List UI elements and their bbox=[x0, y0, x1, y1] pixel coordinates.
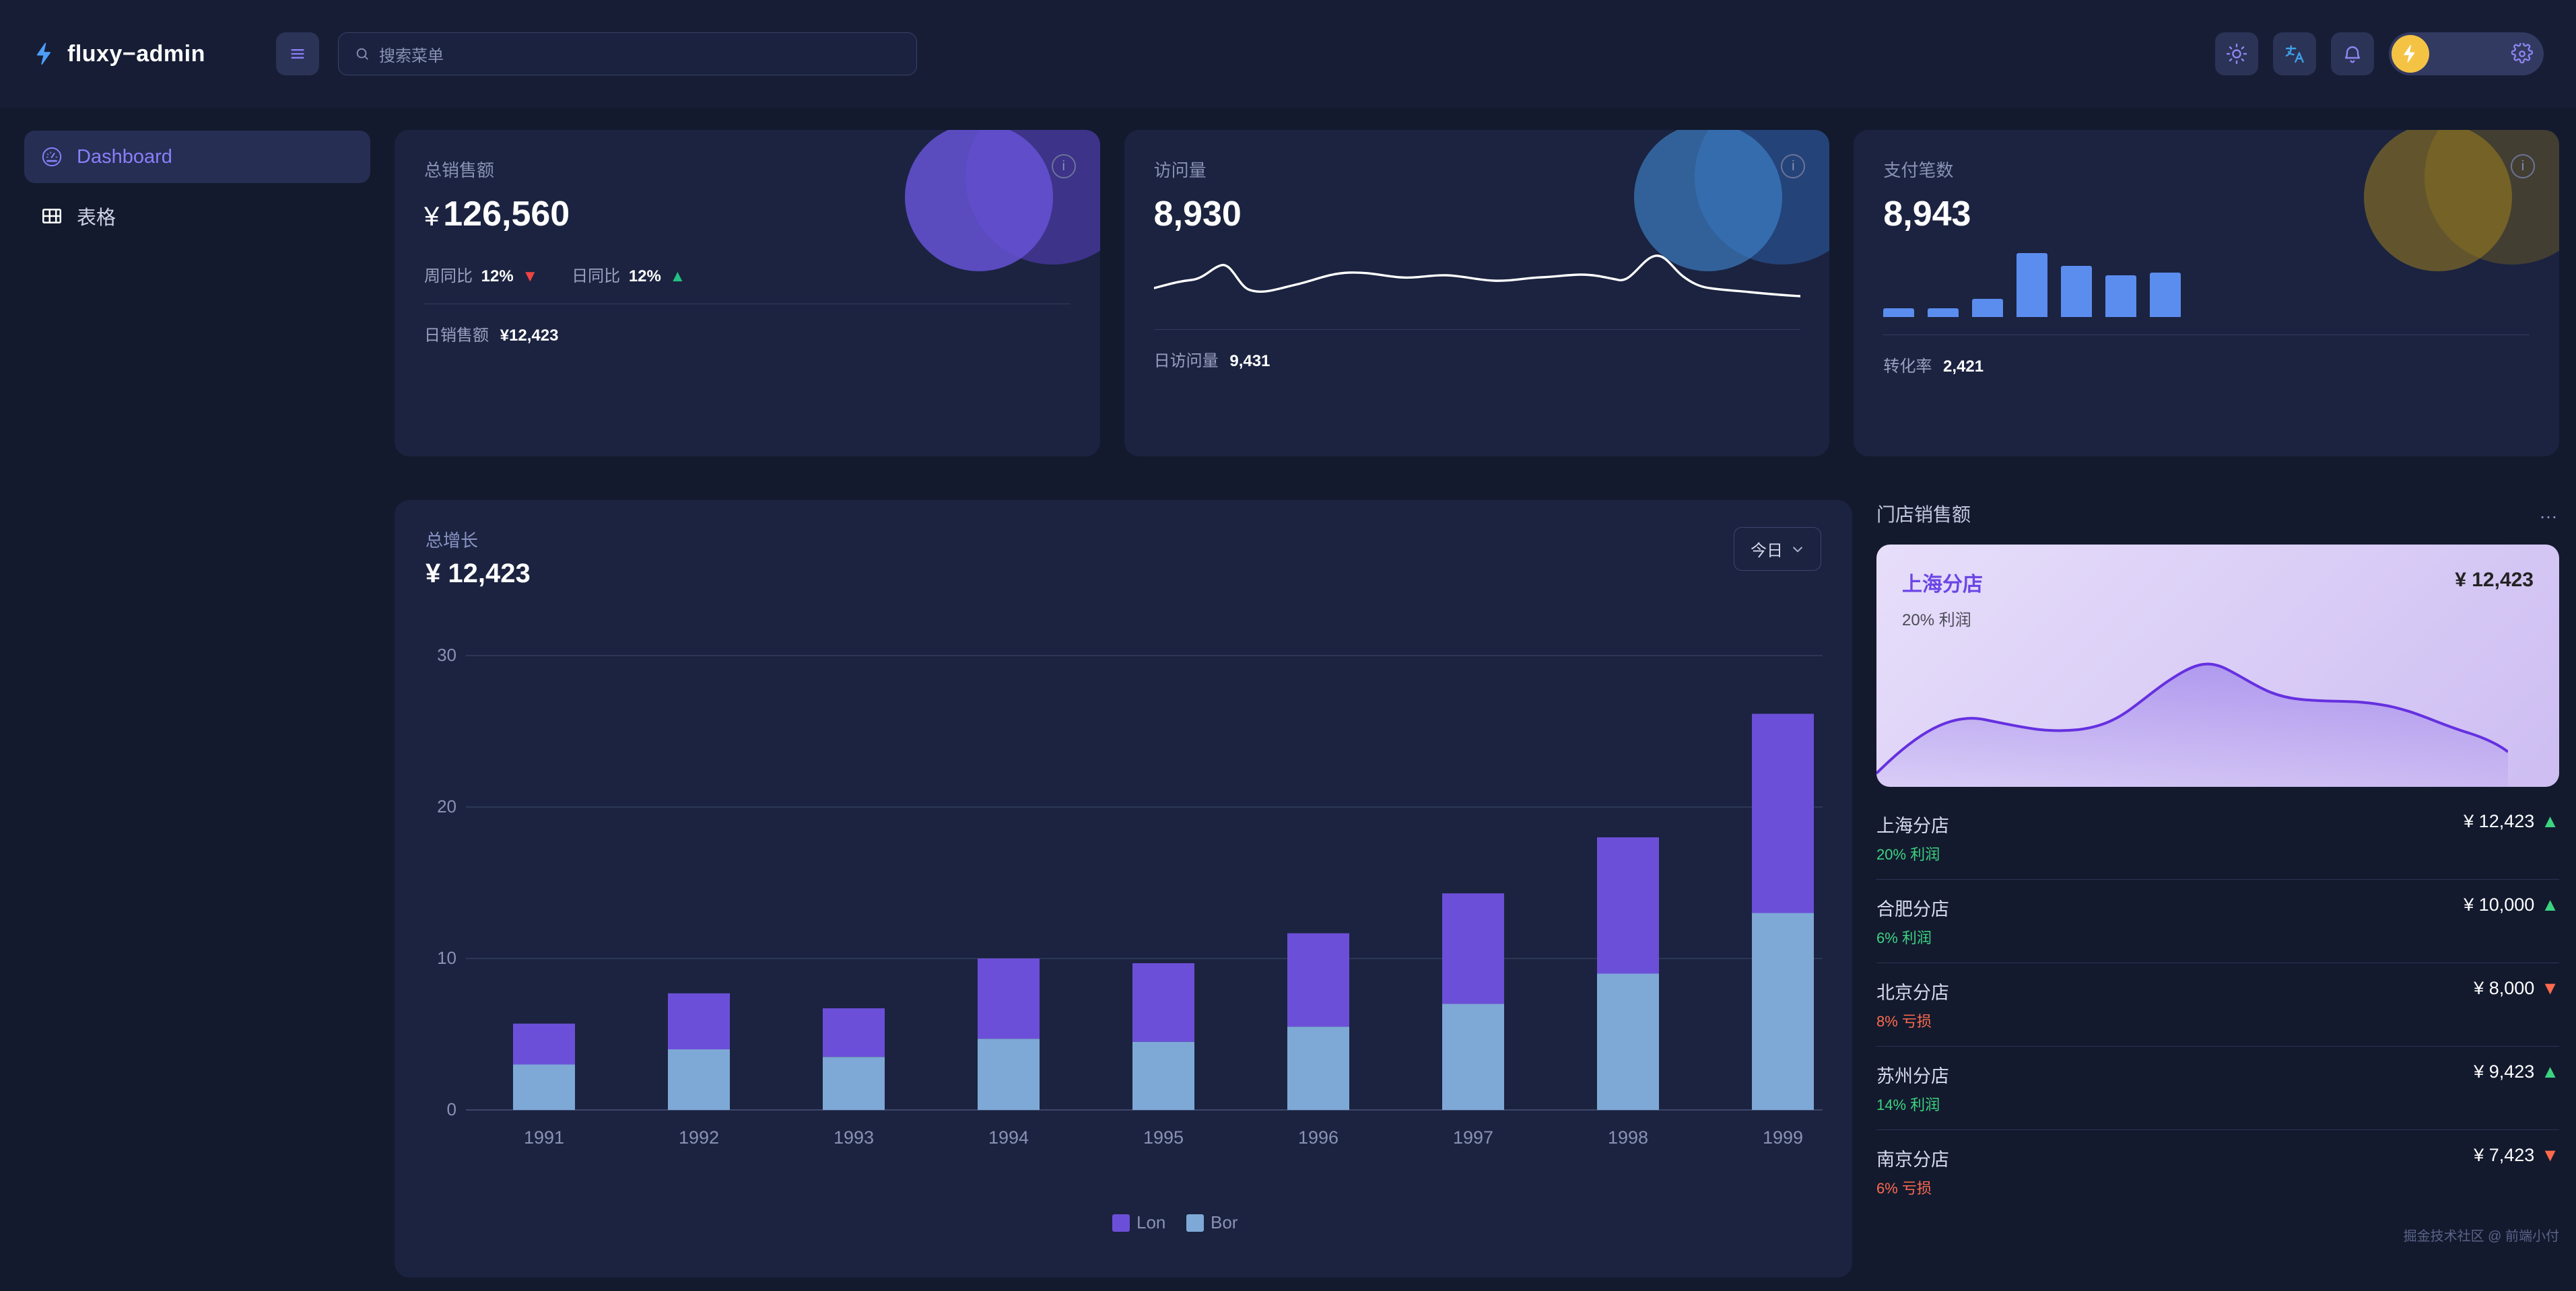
svg-text:Lon: Lon bbox=[1137, 1212, 1165, 1232]
svg-text:1992: 1992 bbox=[679, 1127, 719, 1148]
svg-text:30: 30 bbox=[437, 645, 456, 665]
svg-text:1996: 1996 bbox=[1298, 1127, 1338, 1148]
svg-text:0: 0 bbox=[447, 1099, 456, 1119]
svg-text:1999: 1999 bbox=[1763, 1127, 1803, 1148]
svg-text:20: 20 bbox=[437, 796, 456, 816]
svg-text:1993: 1993 bbox=[834, 1127, 874, 1148]
svg-text:1995: 1995 bbox=[1143, 1127, 1184, 1148]
svg-text:1997: 1997 bbox=[1453, 1127, 1493, 1148]
svg-text:10: 10 bbox=[437, 948, 456, 968]
svg-text:Bor: Bor bbox=[1211, 1212, 1238, 1232]
svg-text:1998: 1998 bbox=[1608, 1127, 1648, 1148]
svg-text:1994: 1994 bbox=[988, 1127, 1029, 1148]
svg-text:1991: 1991 bbox=[524, 1127, 564, 1148]
